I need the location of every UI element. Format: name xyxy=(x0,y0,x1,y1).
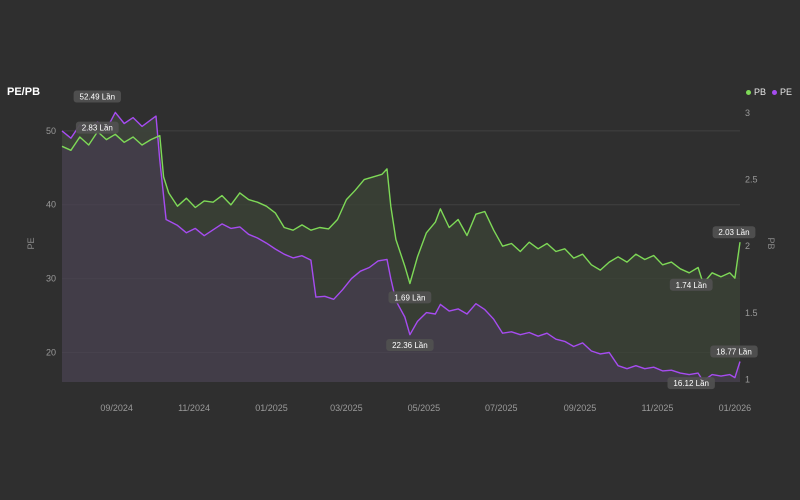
callout-label: 22.36 Lần xyxy=(392,341,428,350)
x-tick-01/2026: 01/2026 xyxy=(719,403,752,413)
x-tick-05/2025: 05/2025 xyxy=(408,403,441,413)
x-tick-01/2025: 01/2025 xyxy=(255,403,288,413)
callout-label: 16.12 Lần xyxy=(673,379,709,388)
legend-label-pb: PB xyxy=(753,87,766,97)
x-tick-11/2024: 11/2024 xyxy=(178,403,210,413)
callout-bg xyxy=(710,345,758,358)
x-tick-11/2025: 11/2025 xyxy=(642,403,674,413)
y-left-tick-40: 40 xyxy=(46,200,56,210)
callout-pe-5: 16.12 Lần xyxy=(667,377,715,390)
legend-item-pe[interactable]: PE xyxy=(771,87,792,97)
legend: PB PE xyxy=(745,87,792,97)
x-tick-07/2025: 07/2025 xyxy=(485,403,518,413)
callout-pb-4: 1.74 Lần xyxy=(669,278,713,291)
callout-label: 1.69 Lần xyxy=(394,293,425,302)
callout-pe-0: 52.49 Lần xyxy=(73,90,121,103)
y-left-tick-50: 50 xyxy=(46,126,56,136)
y-right-tick-1.5: 1.5 xyxy=(745,308,758,318)
axes: 20 30 40 50 1 1.5 2 2.5 3 09/2024 11/2024 01/2025 03… xyxy=(26,108,776,413)
callout-bg xyxy=(712,226,756,239)
y-right-tick-1: 1 xyxy=(745,374,750,384)
callout-label: 1.74 Lần xyxy=(676,281,707,290)
y-left-tick-30: 30 xyxy=(46,274,56,284)
callouts: 52.49 Lần 2.83 Lần 1.69 Lần 22.36 Lần 1.74 L… xyxy=(73,90,758,390)
callout-pe-3: 22.36 Lần xyxy=(386,339,434,351)
callout-pb-1: 2.83 Lần xyxy=(75,121,119,134)
areas xyxy=(62,112,740,383)
pb-line xyxy=(61,130,741,285)
y-left-tick-20: 20 xyxy=(46,347,56,357)
callout-bg xyxy=(388,291,432,304)
callout-pb-6: 2.03 Lần xyxy=(712,226,756,239)
callout-bg xyxy=(669,278,713,291)
legend-label-pe: PE xyxy=(779,87,792,97)
callout-bg xyxy=(667,377,715,390)
callout-label: 2.83 Lần xyxy=(82,124,113,133)
pe-area xyxy=(62,112,740,383)
chart-title: PE/PB xyxy=(7,86,41,98)
lines xyxy=(61,111,741,382)
callout-bg xyxy=(386,339,434,351)
callout-label: 18.77 Lần xyxy=(716,348,752,357)
legend-dot-pb xyxy=(745,89,751,95)
callout-bg xyxy=(75,121,119,134)
callout-label: 2.03 Lần xyxy=(718,228,749,237)
legend-item-pb[interactable]: PB xyxy=(745,87,766,97)
x-tick-03/2025: 03/2025 xyxy=(330,403,363,413)
y-right-tick-2: 2 xyxy=(745,241,750,251)
x-tick-09/2024: 09/2024 xyxy=(100,403,133,413)
callout-pe-7: 18.77 Lần xyxy=(710,345,758,358)
x-tick-09/2025: 09/2025 xyxy=(564,403,597,413)
y-right-axis-title: PB xyxy=(766,237,776,249)
callout-bg xyxy=(73,90,121,103)
legend-dot-pe xyxy=(771,89,777,95)
pe-line xyxy=(61,111,741,382)
callout-pb-2: 1.69 Lần xyxy=(388,291,432,304)
y-right-tick-3: 3 xyxy=(745,108,750,118)
y-left-axis-title: PE xyxy=(26,237,36,249)
callout-label: 52.49 Lần xyxy=(80,93,116,102)
y-right-tick-2.5: 2.5 xyxy=(745,175,758,185)
pb-pe-band xyxy=(62,112,740,382)
